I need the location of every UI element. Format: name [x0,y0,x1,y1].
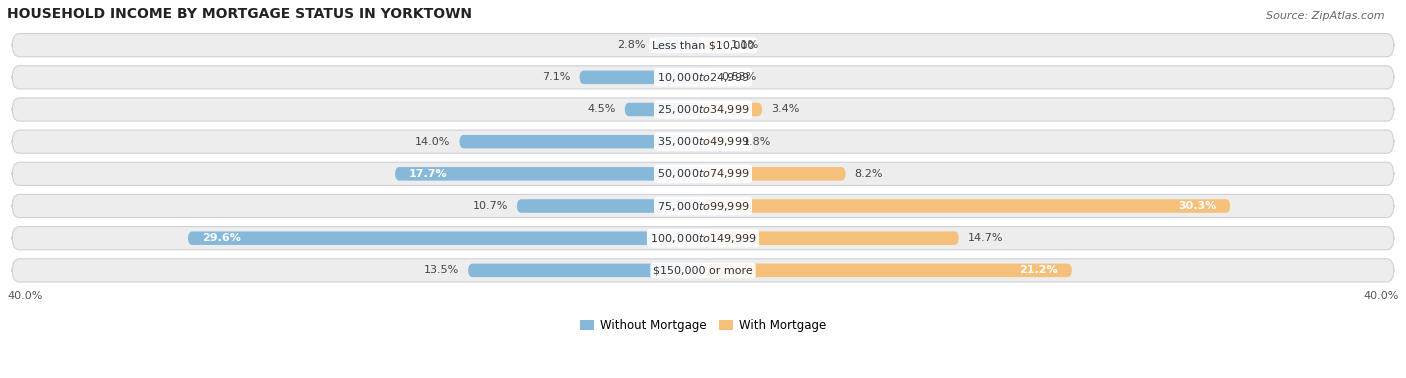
Text: $10,000 to $24,999: $10,000 to $24,999 [657,71,749,84]
FancyBboxPatch shape [703,135,734,149]
FancyBboxPatch shape [703,39,723,52]
Text: $150,000 or more: $150,000 or more [654,265,752,276]
FancyBboxPatch shape [624,103,703,116]
FancyBboxPatch shape [703,167,845,181]
FancyBboxPatch shape [517,199,703,213]
FancyBboxPatch shape [13,66,1393,89]
Text: 7.1%: 7.1% [543,72,571,82]
Text: 17.7%: 17.7% [409,169,447,179]
Text: 10.7%: 10.7% [472,201,508,211]
Text: $35,000 to $49,999: $35,000 to $49,999 [657,135,749,148]
FancyBboxPatch shape [703,263,1071,277]
FancyBboxPatch shape [703,103,762,116]
FancyBboxPatch shape [460,135,703,149]
FancyBboxPatch shape [579,71,703,84]
Text: 13.5%: 13.5% [425,265,460,276]
Text: $50,000 to $74,999: $50,000 to $74,999 [657,167,749,180]
FancyBboxPatch shape [468,263,703,277]
Text: 30.3%: 30.3% [1178,201,1216,211]
Text: $75,000 to $99,999: $75,000 to $99,999 [657,200,749,212]
FancyBboxPatch shape [13,227,1393,250]
FancyBboxPatch shape [13,259,1393,282]
Text: 2.8%: 2.8% [617,40,645,50]
Text: Less than $10,000: Less than $10,000 [652,40,754,50]
FancyBboxPatch shape [13,98,1393,121]
FancyBboxPatch shape [13,162,1393,186]
FancyBboxPatch shape [13,130,1393,153]
FancyBboxPatch shape [13,34,1393,57]
FancyBboxPatch shape [395,167,703,181]
FancyBboxPatch shape [654,39,703,52]
FancyBboxPatch shape [703,71,713,84]
Text: 14.7%: 14.7% [967,233,1002,243]
Text: 4.5%: 4.5% [588,104,616,115]
Text: 0.53%: 0.53% [721,72,756,82]
Text: 1.8%: 1.8% [742,137,772,147]
FancyBboxPatch shape [188,231,703,245]
Text: 40.0%: 40.0% [1364,291,1399,301]
Text: 8.2%: 8.2% [855,169,883,179]
FancyBboxPatch shape [13,194,1393,218]
Text: 14.0%: 14.0% [415,137,451,147]
Legend: Without Mortgage, With Mortgage: Without Mortgage, With Mortgage [575,315,831,337]
Text: 3.4%: 3.4% [770,104,799,115]
Text: $25,000 to $34,999: $25,000 to $34,999 [657,103,749,116]
Text: HOUSEHOLD INCOME BY MORTGAGE STATUS IN YORKTOWN: HOUSEHOLD INCOME BY MORTGAGE STATUS IN Y… [7,7,472,21]
FancyBboxPatch shape [703,199,1230,213]
Text: Source: ZipAtlas.com: Source: ZipAtlas.com [1267,11,1385,21]
Text: 29.6%: 29.6% [202,233,240,243]
FancyBboxPatch shape [703,231,959,245]
Text: 1.1%: 1.1% [731,40,759,50]
Text: $100,000 to $149,999: $100,000 to $149,999 [650,232,756,245]
Text: 21.2%: 21.2% [1019,265,1057,276]
Text: 40.0%: 40.0% [7,291,42,301]
